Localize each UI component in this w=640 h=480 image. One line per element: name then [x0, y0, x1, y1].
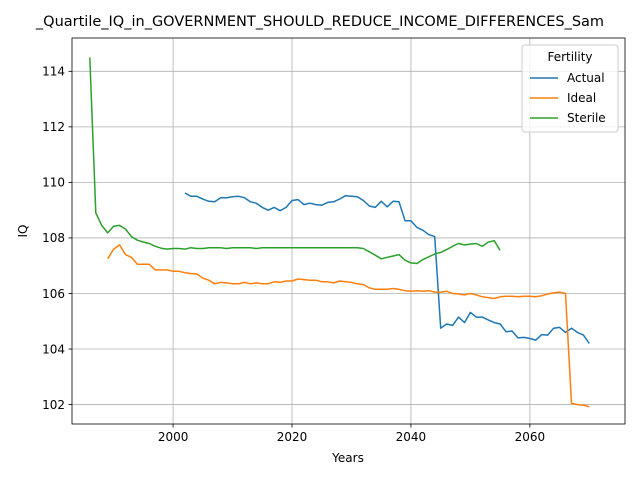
series-line-sterile: [89, 57, 501, 265]
series-line-ideal: [107, 244, 590, 408]
x-tick-label: 2060: [515, 430, 546, 444]
x-tick-label: 2000: [158, 430, 189, 444]
y-tick-label: 104: [42, 342, 65, 356]
x-axis-label: Years: [331, 451, 364, 465]
x-tick-label: 2040: [396, 430, 427, 444]
series-lines: [89, 57, 590, 408]
legend-label-sterile: Sterile: [567, 111, 606, 125]
y-tick-label: 102: [42, 398, 65, 412]
y-tick-label: 106: [42, 287, 65, 301]
y-tick-label: 114: [42, 65, 65, 79]
y-axis-ticks: 102 104 106 108 110 112 114: [42, 65, 72, 412]
legend-entries: Actual Ideal Sterile: [530, 71, 606, 125]
legend-box: [521, 44, 619, 133]
legend: Fertility Actual Ideal Sterile: [521, 44, 619, 133]
y-tick-label: 112: [42, 120, 65, 134]
x-axis-ticks: 2000 2020 2040 2060: [158, 424, 545, 444]
plot-frame: [71, 37, 626, 425]
y-tick-label: 110: [42, 176, 65, 190]
legend-label-ideal: Ideal: [567, 91, 596, 105]
x-tick-label: 2020: [277, 430, 308, 444]
y-axis-label: IQ: [16, 225, 30, 238]
legend-label-actual: Actual: [567, 71, 605, 85]
chart-title: _Quartile_IQ_in_GOVERNMENT_SHOULD_REDUCE…: [35, 14, 604, 30]
y-tick-label: 108: [42, 231, 65, 245]
series-line-actual: [184, 192, 590, 344]
legend-title: Fertility: [547, 50, 592, 64]
